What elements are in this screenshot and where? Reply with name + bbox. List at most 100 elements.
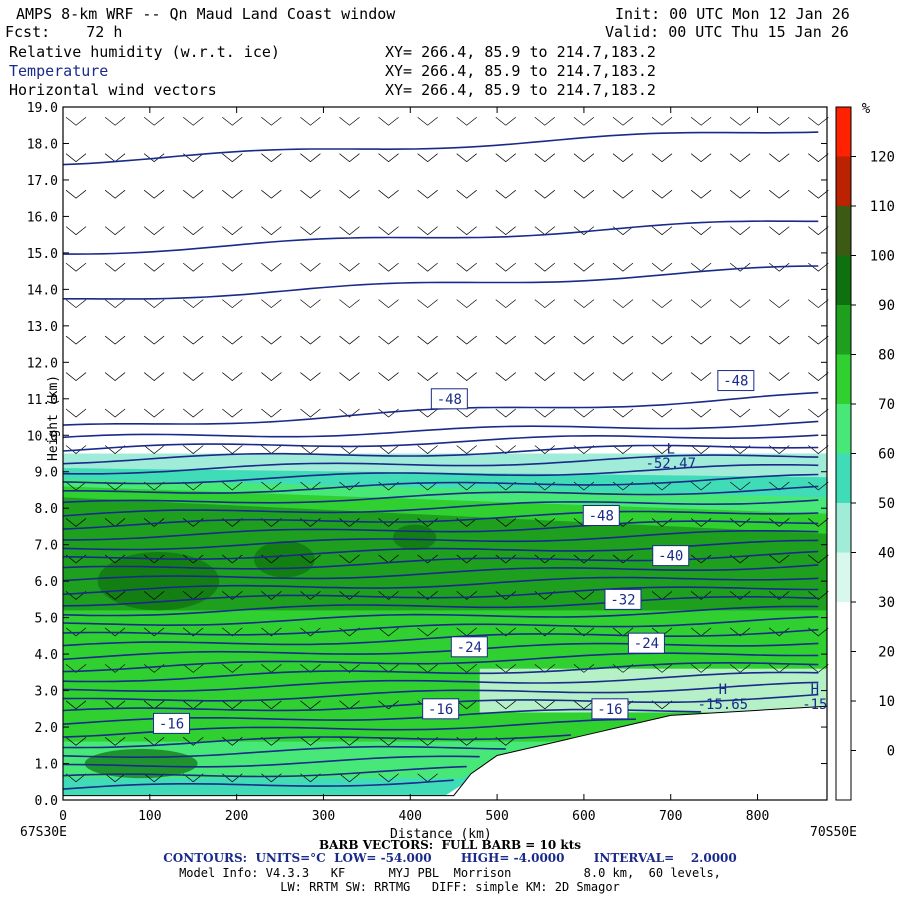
- wind-barb: [612, 335, 634, 345]
- wind-barb: [378, 773, 399, 783]
- wind-barb: [339, 554, 360, 564]
- field-wind-label: Horizontal wind vectors: [9, 81, 217, 99]
- wind-barb: [769, 299, 790, 309]
- wind-barb: [378, 116, 399, 126]
- colorbar-segment: [836, 305, 851, 355]
- wind-barb: [808, 664, 829, 673]
- contour-label-box: [604, 588, 642, 610]
- wind-barb: [104, 299, 126, 309]
- wind-barb: [261, 335, 282, 345]
- xy-range-2: XY= 266.4, 85.9 to 214.7,183.2: [385, 62, 656, 80]
- colorbar-segment: [836, 552, 851, 602]
- temperature-contour: [62, 420, 819, 439]
- y-tick-label: 14.0: [27, 283, 58, 298]
- wind-barb: [651, 372, 673, 382]
- wind-barb: [417, 737, 438, 746]
- wind-barb: [65, 664, 87, 673]
- wind-barb: [456, 445, 477, 454]
- colorbar-segment: [836, 354, 851, 404]
- wind-barb: [651, 189, 673, 199]
- colorbar-segment: [836, 107, 851, 157]
- temperature-contours: [62, 131, 819, 790]
- contour-label-box: [717, 370, 755, 392]
- colorbar-segment: [836, 602, 851, 652]
- wind-barb: [261, 408, 282, 418]
- temperature-contour: [63, 473, 819, 494]
- end-point-label: 70S50E: [810, 825, 857, 840]
- wind-barb: [65, 481, 87, 491]
- wind-barb: [612, 554, 634, 564]
- colorbar-segment: [836, 404, 851, 454]
- axes: 0.0 1.0 2.0 3.0 4.0 5.0 6.0 7.0 8.0 9.0 10.0 11.0 12…: [27, 101, 827, 824]
- colorbar-segment: [836, 156, 851, 206]
- wind-barb: [534, 518, 556, 527]
- wind-barb: [534, 335, 556, 345]
- y-tick-label: 18.0: [27, 137, 58, 152]
- wind-barb: [104, 262, 126, 272]
- wind-barb: [456, 554, 477, 564]
- wind-barb: [339, 664, 360, 673]
- field-temperature-label: Temperature: [9, 62, 109, 80]
- wind-barb: [339, 153, 360, 163]
- wind-barb: [417, 189, 438, 199]
- wind-barb: [417, 299, 438, 309]
- temperature-contour: [62, 499, 819, 517]
- y-tick-label: 6.0: [35, 575, 58, 590]
- temperature-contour: [62, 444, 819, 465]
- wind-barb: [729, 153, 751, 163]
- forecast-hour: Fcst: 72 h: [5, 23, 123, 41]
- wind-barb: [456, 481, 477, 491]
- wind-barb: [183, 226, 204, 236]
- wind-barb: [651, 335, 673, 345]
- wind-barb: [534, 554, 556, 564]
- wind-barb: [495, 700, 516, 710]
- wind-barb: [183, 737, 204, 746]
- wind-barb: [729, 116, 751, 126]
- wind-barb: [104, 664, 126, 673]
- wind-barb: [222, 153, 243, 163]
- wind-barb: [495, 189, 516, 199]
- wind-barb: [573, 189, 595, 199]
- wind-barb: [769, 481, 790, 491]
- wind-barb: [729, 627, 751, 637]
- wind-barb: [222, 518, 243, 527]
- wind-barb: [143, 445, 165, 454]
- colorbar-segment: [836, 750, 851, 800]
- wind-barb: [456, 299, 477, 309]
- field-rh-label: Relative humidity (w.r.t. ice): [9, 43, 280, 61]
- wind-barb: [339, 116, 360, 126]
- wind-barb: [183, 445, 204, 454]
- temperature-contour: [62, 510, 819, 530]
- temperature-contour: [62, 596, 819, 617]
- wind-barb: [495, 372, 516, 382]
- temperature-contour: [62, 779, 454, 790]
- wind-barb: [261, 700, 282, 710]
- wind-barb: [495, 445, 516, 454]
- contour-label-box: [591, 698, 629, 720]
- wind-barb: [534, 445, 556, 454]
- y-tick-label: 1.0: [35, 758, 58, 773]
- wind-barb: [378, 445, 399, 454]
- xy-range-1: XY= 266.4, 85.9 to 214.7,183.2: [385, 43, 656, 61]
- colorbar-label: 100: [870, 249, 895, 265]
- wind-barb: [417, 226, 438, 236]
- wind-barb: [300, 737, 321, 746]
- wind-barb: [300, 226, 321, 236]
- init-time: Init: 00 UTC Mon 12 Jan 26: [615, 5, 850, 23]
- plot-title: AMPS 8-km WRF -- Qn Maud Land Coast wind…: [16, 5, 396, 23]
- wind-barb: [378, 189, 399, 199]
- wind-barb: [769, 335, 790, 345]
- colorbar-label: 120: [870, 150, 895, 166]
- contour-label: -48: [437, 392, 462, 408]
- x-tick-label: 500: [485, 809, 508, 824]
- wind-barb: [300, 299, 321, 309]
- wind-barb: [808, 189, 829, 199]
- extremum-marker: -15.65: [698, 697, 749, 713]
- y-tick-label: 4.0: [35, 648, 58, 663]
- wind-barb: [417, 335, 438, 345]
- wind-barb: [339, 445, 360, 454]
- barb-legend: BARB VECTORS: FULL BARB = 10 kts: [318, 838, 582, 852]
- humidity-band: [63, 497, 827, 611]
- contour-labels: -48-48-48-40-32-24 -24-16-16 -16L-52.47H-1…: [153, 370, 827, 734]
